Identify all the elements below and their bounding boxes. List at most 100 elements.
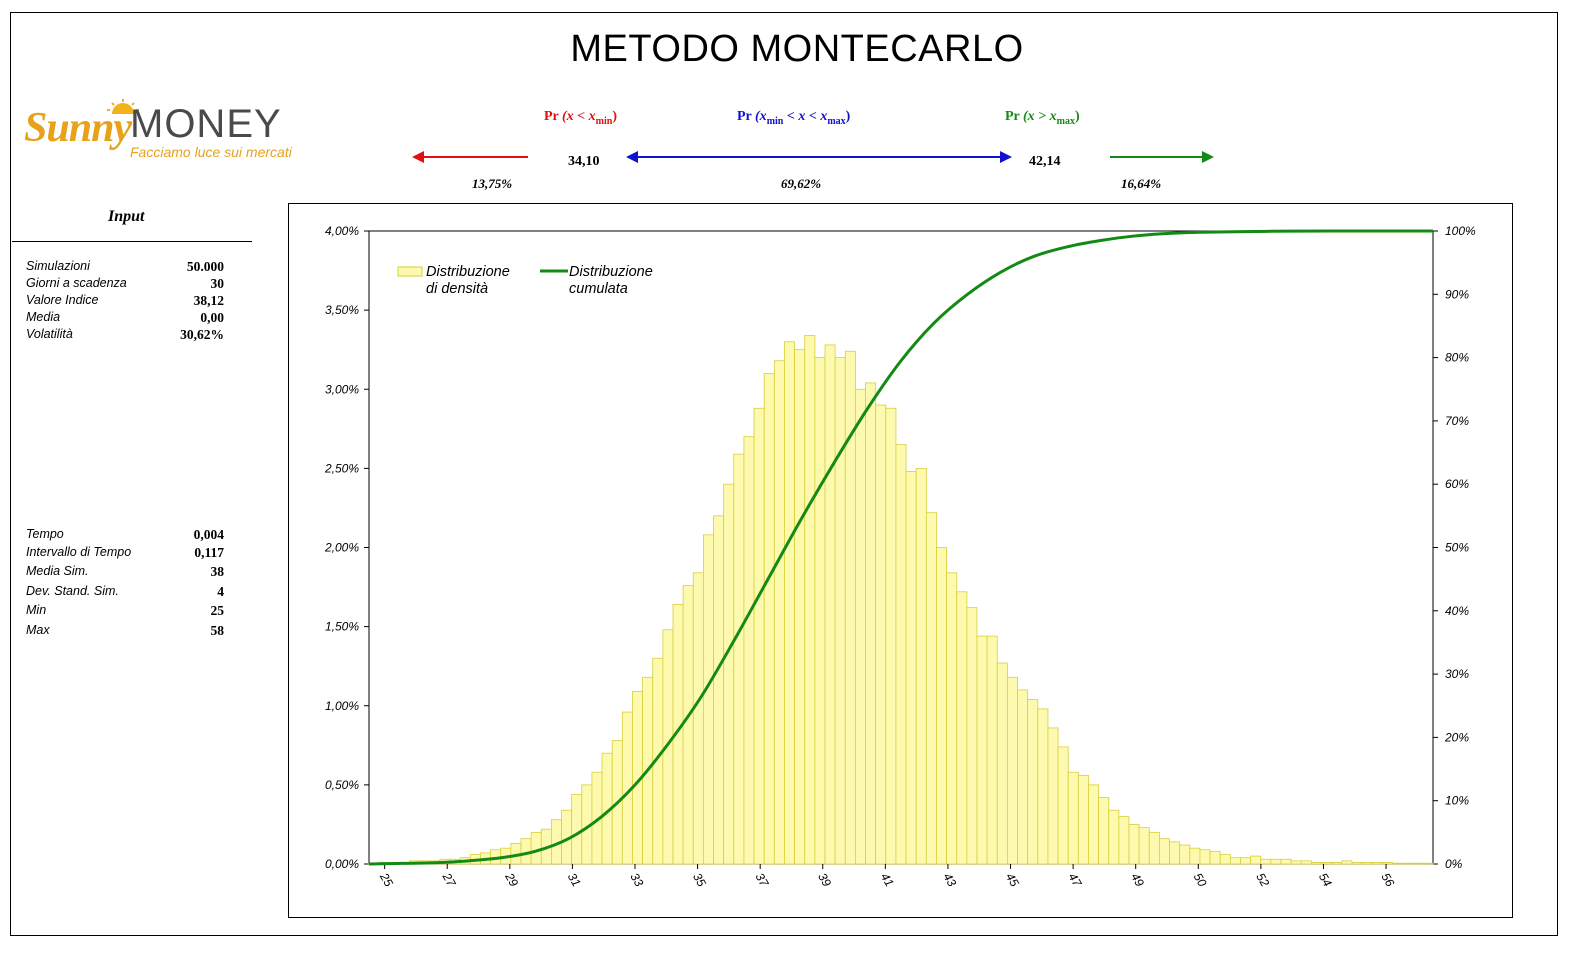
density-bar: [1260, 858, 1272, 865]
param-value: 50.000: [186, 259, 224, 274]
density-bar: [1077, 774, 1089, 865]
y-tick-label: 2,50%: [324, 461, 359, 475]
y2-tick-label: 0%: [1445, 857, 1463, 871]
x-tick-label: 39: [815, 871, 834, 890]
y2-tick-label: 60%: [1445, 477, 1469, 491]
density-bar: [1402, 862, 1414, 865]
y2-tick-label: 20%: [1444, 730, 1469, 744]
density-bar: [804, 335, 816, 865]
sun-icon: [107, 99, 139, 114]
density-bar: [763, 373, 775, 865]
density-bar: [986, 635, 998, 865]
param-value: 30,62%: [180, 327, 224, 342]
prob-left-label: Pr (x < xmin): [544, 109, 617, 127]
density-bar: [956, 591, 968, 865]
density-bar: [1290, 860, 1302, 865]
logo-tagline: Facciamo luce sui mercati: [130, 144, 292, 160]
input-title: Input: [108, 208, 145, 225]
param-value: 30: [210, 276, 225, 291]
density-bar: [946, 572, 958, 865]
input-divider: [12, 241, 252, 242]
param-label: Media: [26, 310, 61, 324]
density-bar: [1148, 831, 1160, 865]
density-bar: [1189, 847, 1201, 865]
logo-main-text: MONEY: [130, 102, 282, 146]
y-tick-label: 2,00%: [324, 541, 359, 555]
density-bar: [885, 407, 897, 865]
prob-middle-percent: 69,62%: [781, 176, 822, 191]
y-tick-label: 1,00%: [325, 699, 359, 713]
x-tick-label: 33: [627, 871, 646, 890]
prob-middle-label: Pr (xmin < x < xmax): [737, 109, 851, 127]
density-bar: [702, 534, 714, 865]
x-tick-label: 31: [565, 871, 584, 890]
density-bar: [1067, 771, 1079, 865]
y2-tick-label: 50%: [1445, 541, 1469, 555]
param-label: Giorni a scadenza: [26, 276, 127, 290]
x-tick-label: 45: [1003, 871, 1022, 890]
y-tick-label: 3,00%: [325, 382, 359, 396]
density-bar: [996, 662, 1008, 865]
density-bar: [1199, 849, 1211, 865]
result-label: Dev. Stand. Sim.: [26, 584, 119, 598]
density-bar: [1331, 862, 1343, 865]
density-bar: [794, 349, 806, 865]
density-bar: [753, 407, 765, 865]
y-tick-label: 4,00%: [325, 224, 359, 238]
density-bar: [895, 444, 907, 865]
x-tick-label: 27: [439, 870, 459, 891]
y2-tick-label: 90%: [1445, 287, 1469, 301]
x-tick-label: 37: [753, 871, 772, 891]
result-value: 25: [210, 603, 225, 618]
density-bar: [1371, 862, 1383, 865]
density-bar: [814, 357, 826, 865]
density-bar: [966, 607, 978, 865]
density-bar: [1047, 727, 1059, 865]
chart-frame: [288, 203, 1513, 918]
density-bar: [1250, 855, 1262, 865]
page-title: METODO MONTECARLO: [570, 28, 1024, 70]
result-value: 0,004: [193, 527, 224, 542]
density-bar: [875, 404, 887, 865]
density-bar: [834, 357, 846, 865]
density-bar: [1098, 797, 1110, 865]
param-label: Valore Indice: [26, 293, 99, 307]
prob-right-percent: 16,64%: [1121, 176, 1162, 191]
density-bar: [1088, 784, 1100, 865]
density-bar: [773, 360, 785, 865]
x-tick-label: 41: [878, 871, 897, 890]
density-bar: [925, 512, 937, 865]
prob-right-label: Pr (x > xmax): [1005, 109, 1080, 127]
density-bar: [1159, 838, 1170, 865]
density-bar: [571, 793, 583, 865]
x-tick-label: 52: [1253, 871, 1272, 890]
montecarlo-chart: 0,00% 0,50% 1,00% 1,50% 2,00% 2,50% 3,00% 3,50%…: [324, 224, 1476, 891]
result-value: 38: [210, 564, 225, 579]
density-bar: [784, 341, 796, 865]
param-label: Volatilità: [26, 327, 73, 341]
density-bar: [905, 471, 917, 865]
y-tick-label: 0,50%: [325, 778, 359, 792]
density-bar: [1128, 824, 1140, 865]
density-bar: [682, 585, 694, 865]
result-value: 4: [217, 584, 224, 599]
density-bar: [1057, 746, 1069, 865]
result-label: Media Sim.: [26, 564, 89, 578]
density-bar: [1007, 676, 1018, 865]
density-bar: [1108, 809, 1120, 865]
x-tick-label: 35: [690, 871, 709, 890]
result-label: Max: [26, 623, 50, 637]
density-bar: [1412, 862, 1424, 865]
page-frame: [10, 12, 1558, 936]
density-bar: [1138, 827, 1150, 865]
x-tick-label: 25: [377, 870, 396, 890]
density-bar: [1209, 850, 1221, 865]
density-bar: [976, 635, 988, 865]
x-tick-label: 50: [1191, 871, 1210, 890]
density-bar: [1351, 862, 1363, 865]
xmin-value: 34,10: [568, 154, 600, 169]
density-bar: [936, 547, 948, 865]
y-tick-label: 3,50%: [325, 303, 359, 317]
x-tick-label: 54: [1316, 871, 1335, 890]
param-value: 38,12: [193, 293, 224, 308]
